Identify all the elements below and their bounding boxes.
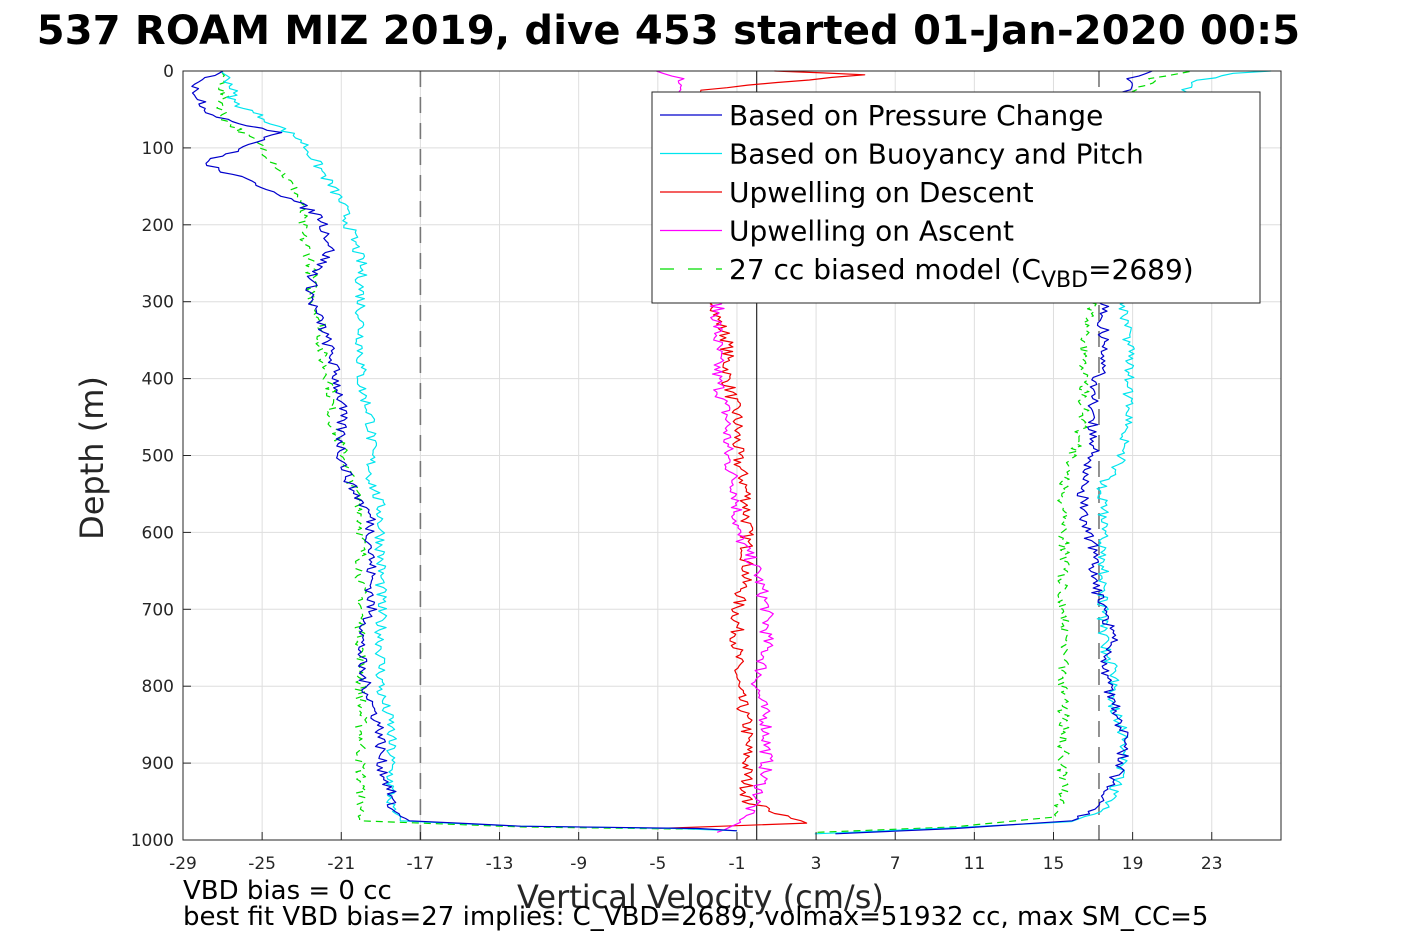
y-tick-label: 100 (142, 139, 174, 159)
y-axis-label: Depth (m) (73, 376, 111, 540)
x-tick-label: 11 (964, 854, 986, 874)
legend-label-tail: =2689) (1088, 253, 1194, 286)
legend-label: Based on Pressure Change (729, 99, 1103, 132)
x-tick-label: -13 (486, 854, 514, 874)
legend-label-text: Upwelling on Descent (729, 176, 1034, 209)
27-cc-biased-model-c-vbd-2689-descent-line (216, 70, 698, 830)
legend: Based on Pressure Change Based on Buoyanc… (651, 91, 1261, 304)
x-tick-label: -29 (169, 854, 197, 874)
best-fit-text: best fit VBD bias=27 implies: C_VBD=2689… (183, 902, 1209, 932)
y-tick-label: 800 (142, 677, 174, 697)
legend-label-text: Based on Pressure Change (729, 99, 1103, 132)
legend-label-text: Based on Buoyancy and Pitch (729, 138, 1144, 171)
y-tick-label: 900 (142, 754, 174, 774)
based-on-pressure-change-descent-line (191, 70, 737, 832)
y-tick-label: 700 (142, 600, 174, 620)
x-tick-label: -21 (327, 854, 355, 874)
x-tick-label: 3 (811, 854, 822, 874)
legend-label: 27 cc biased model (CVBD=2689) (729, 253, 1194, 293)
x-tick-label: -25 (248, 854, 276, 874)
x-tick-label: 7 (890, 854, 901, 874)
y-tick-label: 300 (142, 293, 174, 313)
y-tick-label: 0 (163, 62, 174, 82)
legend-label: Upwelling on Descent (729, 176, 1034, 209)
legend-label: Based on Buoyancy and Pitch (729, 138, 1144, 171)
vbd-bias-text: VBD bias = 0 cc (183, 876, 392, 906)
tick-labels: -29 -25 -21 -17 -13 -9 -5 -1 3 7 11 15 19 23010020030… (131, 62, 1223, 874)
y-tick-label: 1000 (131, 831, 174, 851)
x-tick-label: -9 (570, 854, 587, 874)
legend-label: Upwelling on Ascent (729, 215, 1014, 248)
chart-title: 537 ROAM MIZ 2019, dive 453 started 01-J… (36, 8, 1301, 54)
legend-label-text: Upwelling on Ascent (729, 215, 1014, 248)
legend-box (651, 91, 1261, 304)
x-tick-label: -5 (649, 854, 666, 874)
y-tick-label: 400 (142, 370, 174, 390)
y-tick-label: 600 (142, 523, 174, 543)
x-tick-label: -1 (728, 854, 745, 874)
y-tick-label: 200 (142, 216, 174, 236)
x-tick-label: 15 (1043, 854, 1065, 874)
y-tick-label: 500 (142, 447, 174, 467)
x-tick-label: 19 (1122, 854, 1144, 874)
x-tick-label: -17 (407, 854, 435, 874)
x-tick-label: 23 (1201, 854, 1223, 874)
x-axis-label: Vertical Velocity (cm/s) (517, 878, 884, 916)
based-on-buoyancy-and-pitch-descent-line (221, 70, 737, 832)
legend-label-subscript: VBD (1041, 268, 1088, 293)
legend-label-text: 27 cc biased model (C (729, 253, 1041, 286)
